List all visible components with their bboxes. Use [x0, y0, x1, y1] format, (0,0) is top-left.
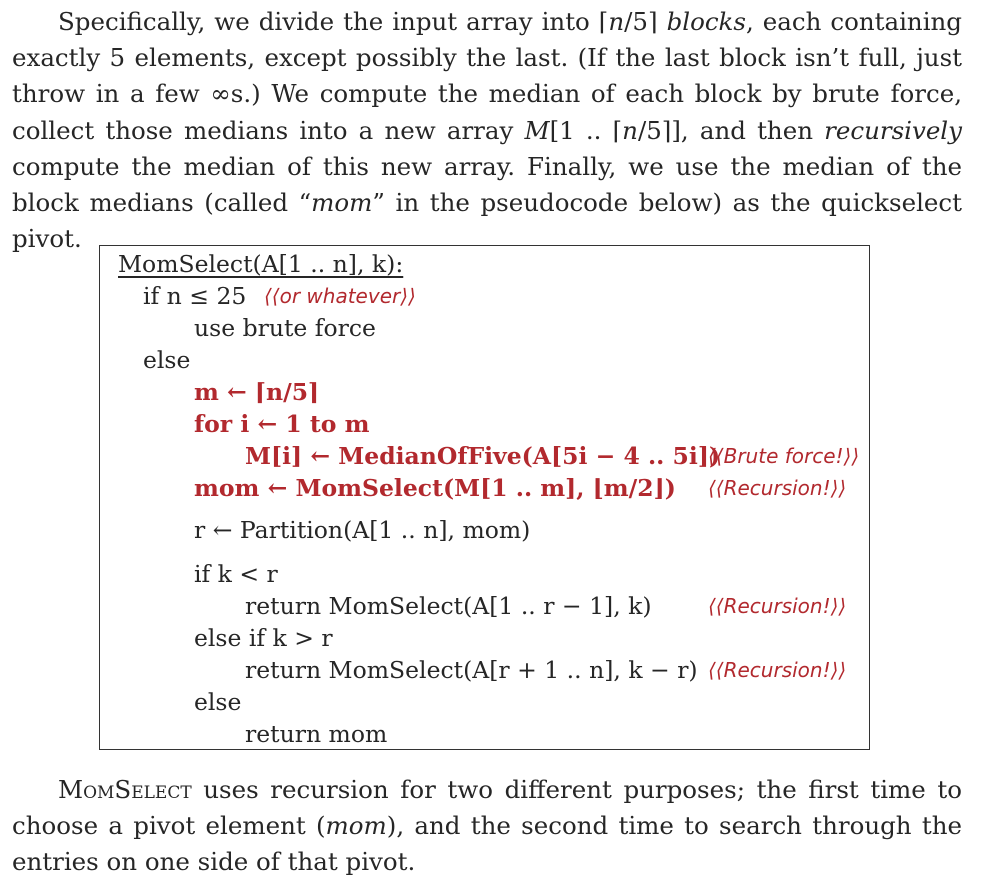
code-line-partition: r ← Partition(A[1 .. n], mom): [194, 516, 531, 544]
intro-var-mom: mom: [311, 188, 373, 218]
intro-text: Specifically, we divide the input array …: [58, 7, 609, 36]
intro-text: [1 .. ⌈: [549, 115, 623, 145]
intro-emph-recursively: recursively: [824, 115, 962, 145]
outro-paragraph: MomSelect uses recursion for two differe…: [12, 772, 962, 881]
code-comment: ⟨⟨Recursion!⟩⟩: [708, 658, 847, 682]
code-line-else: else: [143, 346, 191, 374]
intro-text: /5⌉]: [637, 115, 681, 145]
code-line-if-n: if n ≤ 25: [143, 282, 247, 310]
intro-var-M: M: [524, 115, 550, 145]
intro-text: ” in the pseudocode below) as the quicks…: [12, 188, 962, 254]
code-line-return-mom: return mom: [245, 720, 388, 748]
pseudocode-box: MomSelect(A[1 .. n], k): if n ≤ 25 ⟨⟨or …: [99, 245, 870, 750]
outro-text: uses recursion for two different purpose…: [12, 775, 962, 841]
intro-paragraph: Specifically, we divide the input array …: [12, 4, 962, 257]
code-line-m: m ← ⌈n/5⌉: [194, 378, 320, 406]
code-comment: ⟨⟨Recursion!⟩⟩: [708, 476, 847, 500]
code-line-return-right: return MomSelect(A[r + 1 .. n], k − r): [245, 656, 698, 684]
intro-text: , and then: [680, 115, 825, 145]
code-comment: ⟨⟨or whatever⟩⟩: [264, 284, 416, 308]
code-line-for: for i ← 1 to m: [194, 410, 370, 438]
intro-emph-blocks: blocks: [666, 7, 746, 36]
intro-var-n: n: [608, 7, 625, 36]
code-line-mom: mom ← MomSelect(M[1 .. m], ⌊m/2⌋): [194, 474, 676, 502]
outro-text: ), and the second time to search through…: [12, 811, 962, 877]
outro-var-mom: mom: [325, 811, 387, 841]
intro-text: /5⌉: [624, 7, 667, 36]
code-header: MomSelect(A[1 .. n], k):: [118, 250, 404, 278]
code-line-if-k-lt: if k < r: [194, 560, 278, 588]
code-line-else: else: [194, 688, 242, 716]
intro-text: compute the median of this new array. Fi…: [12, 151, 962, 218]
code-comment: ⟨⟨Recursion!⟩⟩: [708, 594, 847, 618]
intro-var-n: n: [622, 115, 638, 145]
code-line-brute: use brute force: [194, 314, 376, 342]
code-line-else-if: else if k > r: [194, 624, 333, 652]
code-line-median-of-five: M[i] ← MedianOfFive(A[5i − 4 .. 5i]): [245, 442, 721, 470]
code-comment: ⟨⟨Brute force!⟩⟩: [708, 444, 860, 468]
outro-algorithm-name: MomSelect: [58, 775, 192, 804]
intro-text: , each containing exactly 5 elements, ex…: [12, 7, 962, 145]
code-line-return-left: return MomSelect(A[1 .. r − 1], k): [245, 592, 652, 620]
